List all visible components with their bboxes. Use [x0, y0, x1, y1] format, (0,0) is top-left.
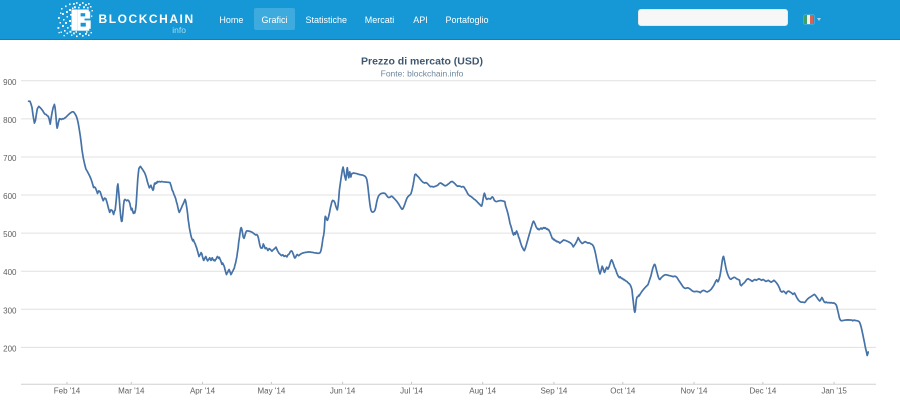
svg-text:Sep '14: Sep '14 [540, 387, 567, 396]
svg-text:Jan '15: Jan '15 [821, 387, 847, 396]
svg-text:Oct '14: Oct '14 [610, 387, 636, 396]
svg-text:Aug '14: Aug '14 [469, 387, 496, 396]
svg-text:Feb '14: Feb '14 [54, 387, 81, 396]
svg-text:Jun '14: Jun '14 [330, 387, 356, 396]
svg-text:300: 300 [3, 306, 17, 315]
svg-text:Jul '14: Jul '14 [400, 387, 423, 396]
svg-text:Dec '14: Dec '14 [749, 387, 776, 396]
svg-text:600: 600 [3, 192, 17, 201]
svg-text:500: 500 [3, 230, 17, 239]
svg-text:900: 900 [3, 78, 17, 87]
svg-text:400: 400 [3, 268, 17, 277]
svg-text:Mar '14: Mar '14 [118, 387, 145, 396]
svg-text:May '14: May '14 [258, 387, 286, 396]
svg-text:200: 200 [3, 344, 17, 353]
svg-text:Fonte: blockchain.info: Fonte: blockchain.info [381, 69, 464, 79]
svg-text:Apr '14: Apr '14 [190, 387, 216, 396]
svg-text:700: 700 [3, 154, 17, 163]
svg-text:800: 800 [3, 116, 17, 125]
svg-text:Prezzo di mercato (USD): Prezzo di mercato (USD) [361, 56, 483, 68]
svg-text:Nov '14: Nov '14 [681, 387, 708, 396]
